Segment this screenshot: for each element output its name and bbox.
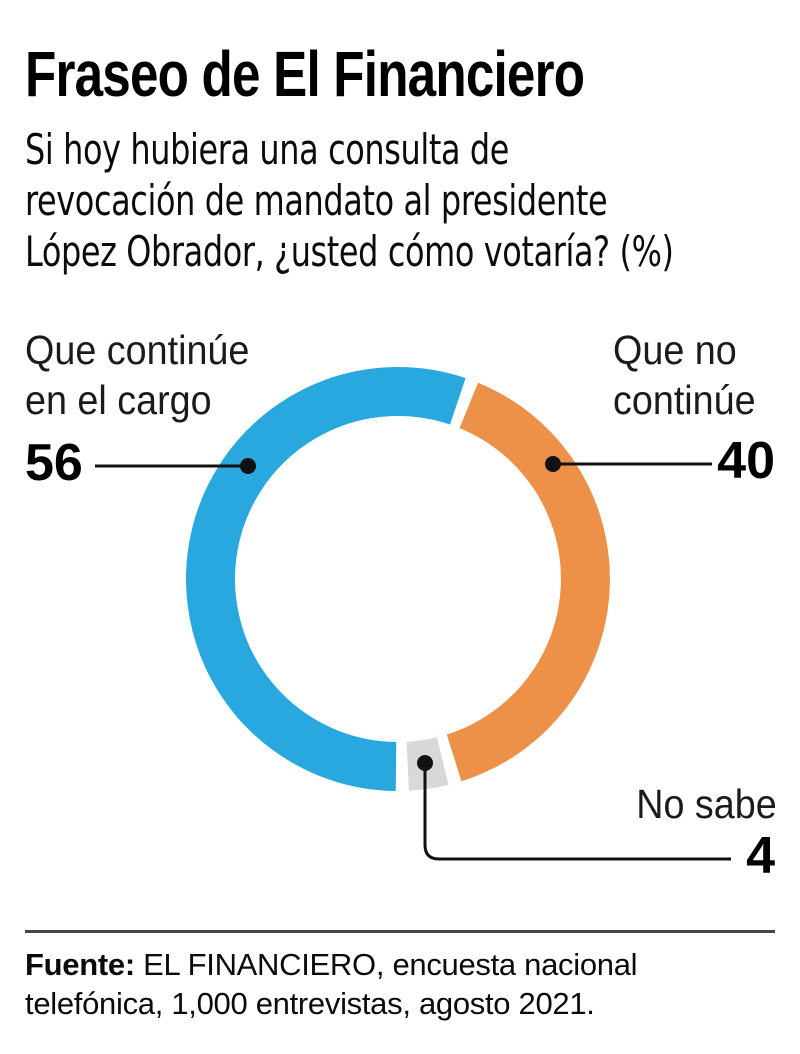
chart-question: Si hoy hubiera una consulta de revocació… (25, 124, 674, 277)
source-line-1-text: EL FINANCIERO, encuesta nacional (134, 947, 638, 982)
value-que-continue: 56 (25, 434, 83, 492)
label-no-sabe: No sabe (636, 781, 777, 827)
question-line-3: López Obrador, ¿usted cómo votaría? (%) (25, 227, 674, 276)
donut-slice-que-no-continue (446, 382, 610, 782)
label-que-continue-line2: en el cargo (25, 377, 212, 423)
label-que-continue: Que continúe en el cargo (25, 325, 249, 425)
value-que-no-continue: 40 (717, 432, 775, 490)
leader-dot-56 (240, 458, 256, 474)
label-que-no-continue: Que no continúe (613, 325, 756, 425)
source-note: Fuente: EL FINANCIERO, encuesta nacional… (25, 945, 638, 1023)
page-title: Fraseo de El Financiero (25, 38, 585, 110)
leader-line-4 (423, 763, 731, 861)
label-que-no-continue-line2: continúe (613, 377, 756, 423)
leader-dot-40 (545, 456, 561, 472)
question-line-2: revocación de mandato al presidente (25, 176, 608, 225)
value-no-sabe: 4 (746, 827, 775, 885)
label-que-continue-line1: Que continúe (25, 327, 250, 373)
label-que-no-continue-line1: Que no (613, 327, 737, 373)
question-line-1: Si hoy hubiera una consulta de (25, 125, 510, 174)
footer-divider (25, 930, 775, 933)
leader-dot-4 (417, 755, 433, 771)
donut-slice-que-continue (186, 367, 466, 791)
source-label: Fuente: (25, 947, 135, 982)
source-line-1: Fuente: EL FINANCIERO, encuesta nacional (25, 945, 638, 984)
source-line-2: telefónica, 1,000 entrevistas, agosto 20… (25, 986, 595, 1021)
